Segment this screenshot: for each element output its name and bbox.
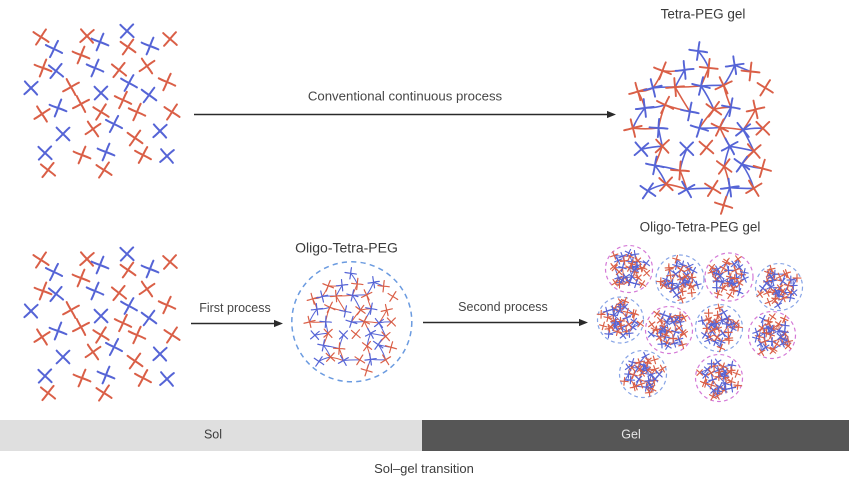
- svg-text:Tetra-PEG gel: Tetra-PEG gel: [661, 7, 746, 22]
- svg-text:Conventional continuous proces: Conventional continuous process: [308, 89, 503, 104]
- svg-text:First process: First process: [199, 301, 271, 315]
- svg-text:Second process: Second process: [458, 300, 548, 314]
- svg-text:Sol: Sol: [204, 428, 222, 442]
- svg-text:Oligo-Tetra-PEG gel: Oligo-Tetra-PEG gel: [640, 220, 761, 235]
- svg-text:Oligo-Tetra-PEG: Oligo-Tetra-PEG: [295, 240, 398, 256]
- svg-text:Sol–gel transition: Sol–gel transition: [374, 461, 474, 476]
- svg-text:Gel: Gel: [621, 428, 640, 442]
